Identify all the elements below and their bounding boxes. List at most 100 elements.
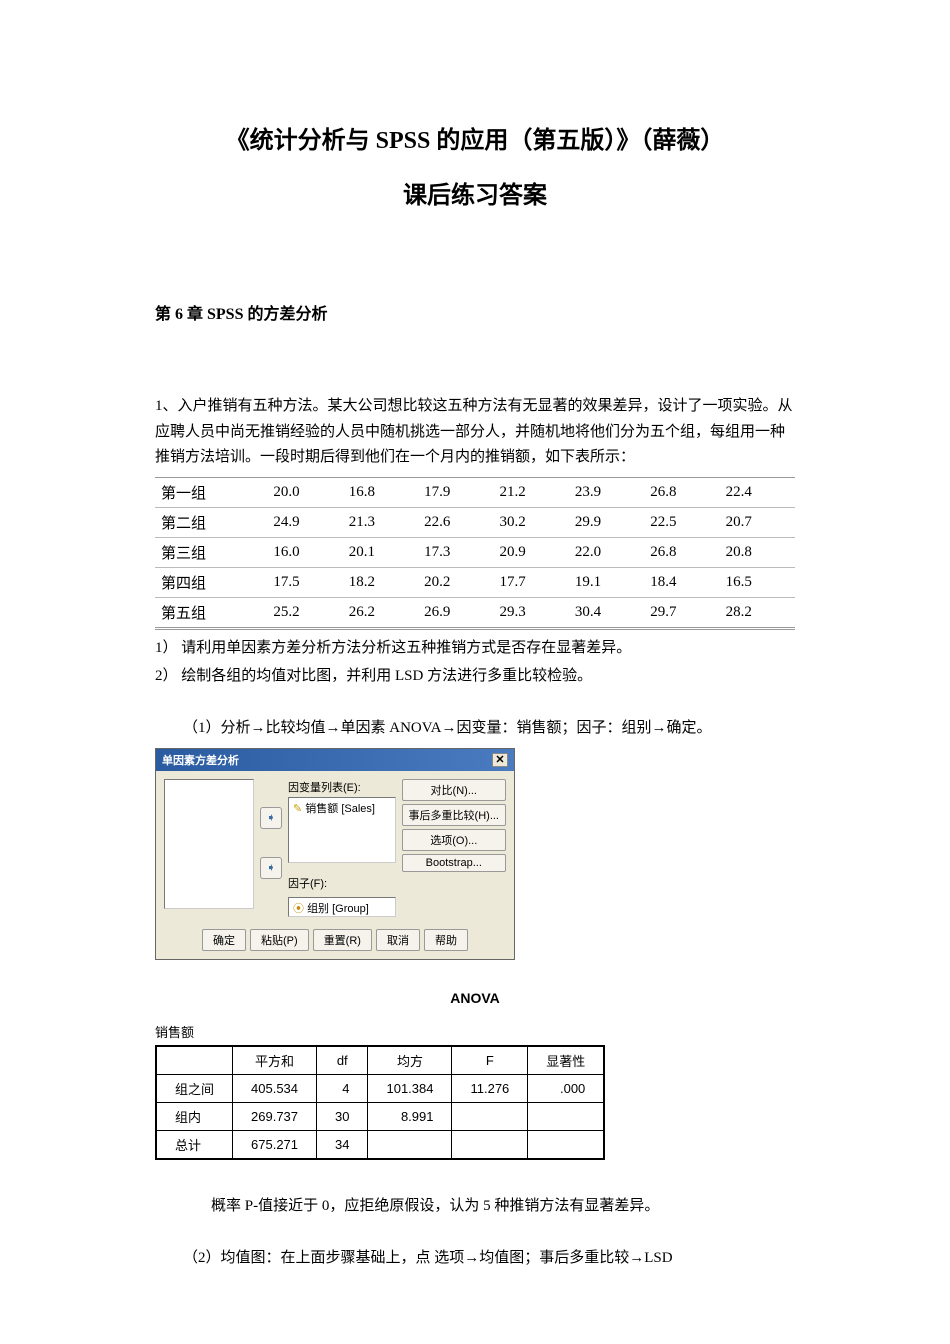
dialog-side-button[interactable]: 对比(N)... xyxy=(402,779,506,801)
anova-cell xyxy=(452,1130,528,1159)
data-cell: 17.7 xyxy=(493,567,568,597)
data-cell: 17.5 xyxy=(267,567,342,597)
dialog-bottom-button[interactable]: 确定 xyxy=(202,929,246,951)
anova-cell: 组之间 xyxy=(156,1074,233,1102)
data-cell: 21.3 xyxy=(343,507,418,537)
move-dependent-button[interactable]: ➧ xyxy=(260,807,282,829)
dependent-label: 因变量列表(E): xyxy=(288,779,396,795)
main-title: 《统计分析与 SPSS 的应用（第五版）》（薛薇） xyxy=(155,120,795,155)
dialog-bottom-button[interactable]: 帮助 xyxy=(424,929,468,951)
data-cell: 20.9 xyxy=(493,537,568,567)
factor-label: 因子(F): xyxy=(288,875,396,891)
dialog-title-text: 单因素方差分析 xyxy=(162,752,239,768)
data-cell: 29.7 xyxy=(644,597,719,628)
data-cell: 19.1 xyxy=(569,567,644,597)
data-cell: 18.4 xyxy=(644,567,719,597)
data-cell: 28.2 xyxy=(720,597,795,628)
anova-cell: 组内 xyxy=(156,1102,233,1130)
dialog-bottom-button[interactable]: 重置(R) xyxy=(313,929,372,951)
dialog-bottom-button[interactable]: 粘贴(P) xyxy=(250,929,309,951)
anova-header: 平方和 xyxy=(233,1046,317,1075)
dialog-titlebar: 单因素方差分析 ✕ xyxy=(156,749,514,771)
data-cell: 25.2 xyxy=(267,597,342,628)
chapter-heading: 第 6 章 SPSS 的方差分析 xyxy=(155,300,795,324)
move-factor-button[interactable]: ➧ xyxy=(260,857,282,879)
data-cell: 20.2 xyxy=(418,567,493,597)
step-2-text: （2）均值图：在上面步骤基础上，点 选项→均值图；事后多重比较→LSD xyxy=(155,1246,795,1270)
anova-cell: 8.991 xyxy=(368,1102,452,1130)
dependent-item: 销售额 [Sales] xyxy=(305,803,375,815)
data-cell: 23.9 xyxy=(569,477,644,507)
data-cell: 16.8 xyxy=(343,477,418,507)
anova-header xyxy=(156,1046,233,1075)
nominal-icon: ⦿ xyxy=(293,903,304,915)
data-cell: 21.2 xyxy=(493,477,568,507)
anova-header: df xyxy=(317,1046,368,1075)
data-cell: 16.5 xyxy=(720,567,795,597)
row-label: 第四组 xyxy=(155,567,267,597)
anova-cell xyxy=(452,1102,528,1130)
data-cell: 22.6 xyxy=(418,507,493,537)
data-cell: 26.9 xyxy=(418,597,493,628)
dependent-listbox[interactable]: ✎ 销售额 [Sales] xyxy=(288,797,396,863)
subtitle: 课后练习答案 xyxy=(155,175,795,210)
anova-heading: ANOVA xyxy=(155,990,795,1006)
source-variable-list[interactable] xyxy=(164,779,254,909)
anova-cell: 11.276 xyxy=(452,1074,528,1102)
anova-cell xyxy=(368,1130,452,1159)
dialog-side-button[interactable]: 选项(O)... xyxy=(402,829,506,851)
data-cell: 20.8 xyxy=(720,537,795,567)
data-cell: 18.2 xyxy=(343,567,418,597)
data-cell: 16.0 xyxy=(267,537,342,567)
row-label: 第五组 xyxy=(155,597,267,628)
question-2: 2） 绘制各组的均值对比图，并利用 LSD 方法进行多重比较检验。 xyxy=(155,664,795,688)
anova-cell: 34 xyxy=(317,1130,368,1159)
row-label: 第二组 xyxy=(155,507,267,537)
anova-cell xyxy=(528,1102,605,1130)
close-icon[interactable]: ✕ xyxy=(492,753,508,767)
anova-cell: 675.271 xyxy=(233,1130,317,1159)
data-cell: 24.9 xyxy=(267,507,342,537)
data-cell: 20.7 xyxy=(720,507,795,537)
anova-cell: .000 xyxy=(528,1074,605,1102)
data-cell: 20.1 xyxy=(343,537,418,567)
anova-cell: 269.737 xyxy=(233,1102,317,1130)
dialog-bottom-button[interactable]: 取消 xyxy=(376,929,420,951)
question-1: 1） 请利用单因素方差分析方法分析这五种推销方式是否存在显著差异。 xyxy=(155,636,795,660)
anova-cell: 101.384 xyxy=(368,1074,452,1102)
dialog-side-button[interactable]: Bootstrap... xyxy=(402,854,506,872)
anova-dialog: 单因素方差分析 ✕ ➧ ➧ 因变量列表(E): ✎ 销售额 [Sales] 因子… xyxy=(155,748,515,960)
anova-header: 显著性 xyxy=(528,1046,605,1075)
anova-table: 平方和df均方F显著性 组之间405.5344101.38411.276.000… xyxy=(155,1045,605,1160)
factor-item: 组别 [Group] xyxy=(307,903,369,915)
data-cell: 22.4 xyxy=(720,477,795,507)
data-cell: 22.0 xyxy=(569,537,644,567)
data-cell: 30.2 xyxy=(493,507,568,537)
data-cell: 20.0 xyxy=(267,477,342,507)
step-1-text: （1）分析→比较均值→单因素 ANOVA→因变量：销售额；因子：组别→确定。 xyxy=(155,716,795,740)
data-cell: 26.2 xyxy=(343,597,418,628)
scale-icon: ✎ xyxy=(293,803,302,815)
anova-cell: 总计 xyxy=(156,1130,233,1159)
anova-subtitle: 销售额 xyxy=(155,1022,795,1041)
conclusion-text: 概率 P-值接近于 0，应拒绝原假设，认为 5 种推销方法有显著差异。 xyxy=(155,1194,795,1218)
anova-header: F xyxy=(452,1046,528,1075)
factor-box[interactable]: ⦿ 组别 [Group] xyxy=(288,897,396,917)
data-cell: 29.9 xyxy=(569,507,644,537)
data-cell: 30.4 xyxy=(569,597,644,628)
data-cell: 17.3 xyxy=(418,537,493,567)
dialog-side-button[interactable]: 事后多重比较(H)... xyxy=(402,804,506,826)
sales-data-table: 第一组20.016.817.921.223.926.822.4第二组24.921… xyxy=(155,477,795,630)
anova-cell: 4 xyxy=(317,1074,368,1102)
anova-cell: 405.534 xyxy=(233,1074,317,1102)
anova-cell: 30 xyxy=(317,1102,368,1130)
data-cell: 29.3 xyxy=(493,597,568,628)
data-cell: 26.8 xyxy=(644,537,719,567)
data-cell: 26.8 xyxy=(644,477,719,507)
anova-cell xyxy=(528,1130,605,1159)
data-cell: 22.5 xyxy=(644,507,719,537)
row-label: 第一组 xyxy=(155,477,267,507)
row-label: 第三组 xyxy=(155,537,267,567)
anova-header: 均方 xyxy=(368,1046,452,1075)
problem-intro: 1、入户推销有五种方法。某大公司想比较这五种方法有无显著的效果差异，设计了一项实… xyxy=(155,394,795,471)
